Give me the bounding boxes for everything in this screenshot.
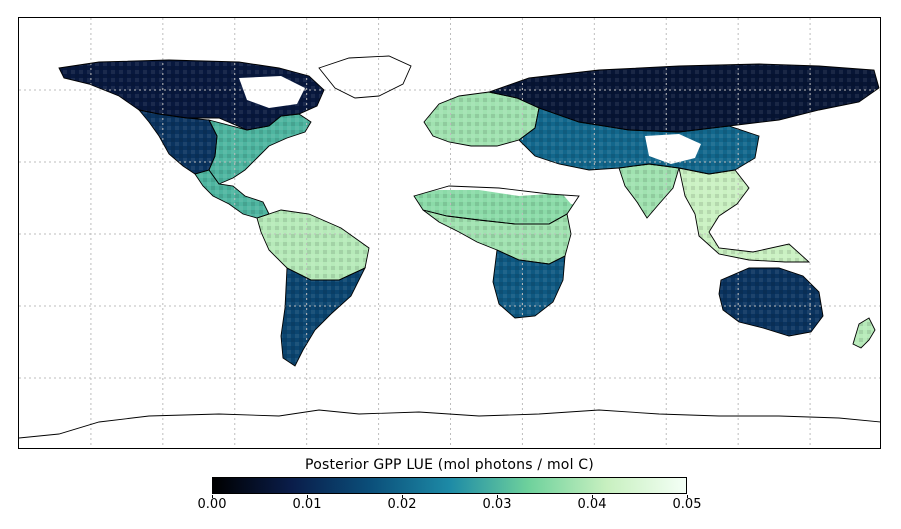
- region-texture: [519, 108, 759, 174]
- region-texture: [195, 170, 269, 218]
- colorbar-tick-label: 0.05: [672, 497, 702, 512]
- map-panel: [18, 17, 881, 449]
- coastline: [718, 267, 824, 337]
- colorbar-tick: [306, 495, 308, 498]
- colorbar: [212, 477, 687, 494]
- coastline: [280, 267, 366, 367]
- missing-data-region: [319, 56, 411, 98]
- colorbar-tick: [591, 495, 593, 498]
- world-map: [19, 18, 880, 448]
- colorbar-tick-label: 0.00: [197, 497, 227, 512]
- region-texture: [209, 114, 311, 184]
- coastline: [678, 167, 811, 263]
- coastline: [492, 249, 566, 319]
- region-texture: [619, 164, 679, 218]
- coastline: [208, 113, 312, 185]
- missing-data-region: [645, 134, 701, 164]
- missing-data-region: [239, 76, 305, 108]
- colorbar-tick: [211, 495, 213, 498]
- region-texture: [257, 210, 369, 280]
- missing-data-region: [557, 174, 603, 208]
- region-texture: [493, 250, 565, 318]
- graticule: [19, 18, 880, 448]
- pixel-texture-layer: [59, 60, 879, 366]
- colorbar-tick: [686, 495, 688, 498]
- colorbar-tick-label: 0.01: [292, 497, 322, 512]
- colorbar-tick-label: 0.02: [387, 497, 417, 512]
- colorbar-title: Posterior GPP LUE (mol photons / mol C): [305, 457, 594, 473]
- region-texture: [423, 210, 571, 264]
- region-texture: [424, 92, 539, 146]
- region-texture: [719, 268, 823, 336]
- colorbar-tick-label: 0.03: [482, 497, 512, 512]
- region-texture: [489, 64, 879, 132]
- coastline-layer: [19, 55, 880, 439]
- coastline: [518, 107, 760, 175]
- region-texture: [139, 110, 217, 174]
- region-texture: [679, 168, 809, 262]
- colorbar-tick: [401, 495, 403, 498]
- region-texture: [414, 186, 579, 224]
- region-texture: [281, 268, 365, 366]
- region-texture: [853, 318, 875, 348]
- coastline: [19, 409, 880, 439]
- coastline: [618, 163, 680, 219]
- coastline: [318, 55, 412, 99]
- coastline: [852, 317, 876, 349]
- colorbar-tick: [496, 495, 498, 498]
- colorbar-tick-label: 0.04: [577, 497, 607, 512]
